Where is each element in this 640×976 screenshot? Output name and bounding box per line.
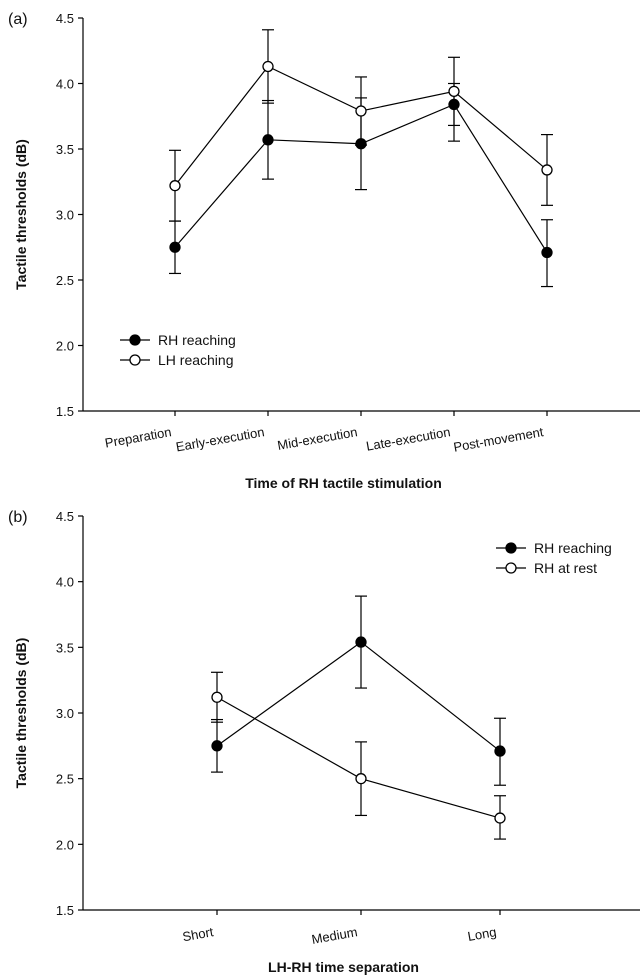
x-axis-title: Time of RH tactile stimulation [245, 475, 442, 491]
legend-marker [129, 354, 141, 366]
data-point [262, 134, 274, 146]
y-tick-label: 3.0 [56, 706, 74, 721]
y-tick-label: 4.0 [56, 77, 74, 92]
data-point [541, 246, 553, 259]
y-tick-label: 2.5 [56, 772, 74, 787]
legend-marker [129, 334, 141, 346]
chart-panel-b: 1.5 2.0 2.5 3.0 3.5 4.0 4.5 Short Medium Long LH-R… [8, 509, 640, 975]
legend-label: RH at rest [534, 560, 597, 576]
y-tick-label: 4.5 [56, 509, 74, 524]
y-tick-label: 3.5 [56, 142, 74, 157]
chart-panel-a: 1.5 2.0 2.5 3.0 3.5 4.0 4.5 Preparation Early-ex… [8, 11, 640, 491]
legend: RH reaching LH reaching [120, 332, 236, 368]
y-tick-label: 2.5 [56, 273, 74, 288]
legend-label: RH reaching [158, 332, 236, 348]
x-category-label: Mid-execution [276, 424, 358, 453]
series-line [216, 641, 501, 752]
data-point [211, 691, 223, 703]
legend-marker [505, 562, 517, 574]
y-tick-label: 1.5 [56, 404, 74, 419]
x-category-label: Late-execution [365, 424, 452, 454]
series-open [211, 671, 506, 840]
legend-label: LH reaching [158, 352, 234, 368]
data-point [169, 241, 181, 253]
legend-marker [505, 542, 517, 554]
y-axis-title: Tactile thresholds (dB) [13, 638, 29, 789]
x-category-label: Early-execution [175, 424, 266, 454]
data-point [355, 636, 367, 648]
data-point [355, 105, 367, 117]
data-point [494, 745, 506, 757]
x-axis-title: LH-RH time separation [268, 959, 419, 975]
x-category-label: Preparation [104, 424, 173, 450]
y-tick-label: 4.0 [56, 575, 74, 590]
data-point [448, 85, 460, 98]
panel-label: (b) [8, 509, 28, 526]
data-point [211, 740, 223, 752]
data-point [494, 812, 506, 824]
y-tick-label: 3.5 [56, 640, 74, 655]
legend-label: RH reaching [534, 540, 612, 556]
x-category-label: Short [181, 924, 215, 944]
series-open [169, 29, 553, 222]
data-point [169, 180, 181, 192]
panel-label: (a) [8, 11, 28, 28]
x-category-label: Medium [310, 924, 358, 947]
x-category-label: Post-movement [452, 424, 545, 455]
y-tick-label: 4.5 [56, 11, 74, 26]
y-tick-label: 2.0 [56, 837, 74, 852]
series-filled [211, 595, 506, 786]
data-point [541, 164, 553, 176]
y-axis-title: Tactile thresholds (dB) [13, 139, 29, 290]
x-category-label: Long [466, 924, 497, 944]
error-bar [448, 56, 460, 142]
legend: RH reaching RH at rest [496, 540, 612, 576]
y-tick-label: 3.0 [56, 208, 74, 223]
y-tick-label: 2.0 [56, 339, 74, 354]
data-point [262, 60, 274, 73]
y-tick-label: 1.5 [56, 903, 74, 918]
data-point [355, 773, 367, 785]
